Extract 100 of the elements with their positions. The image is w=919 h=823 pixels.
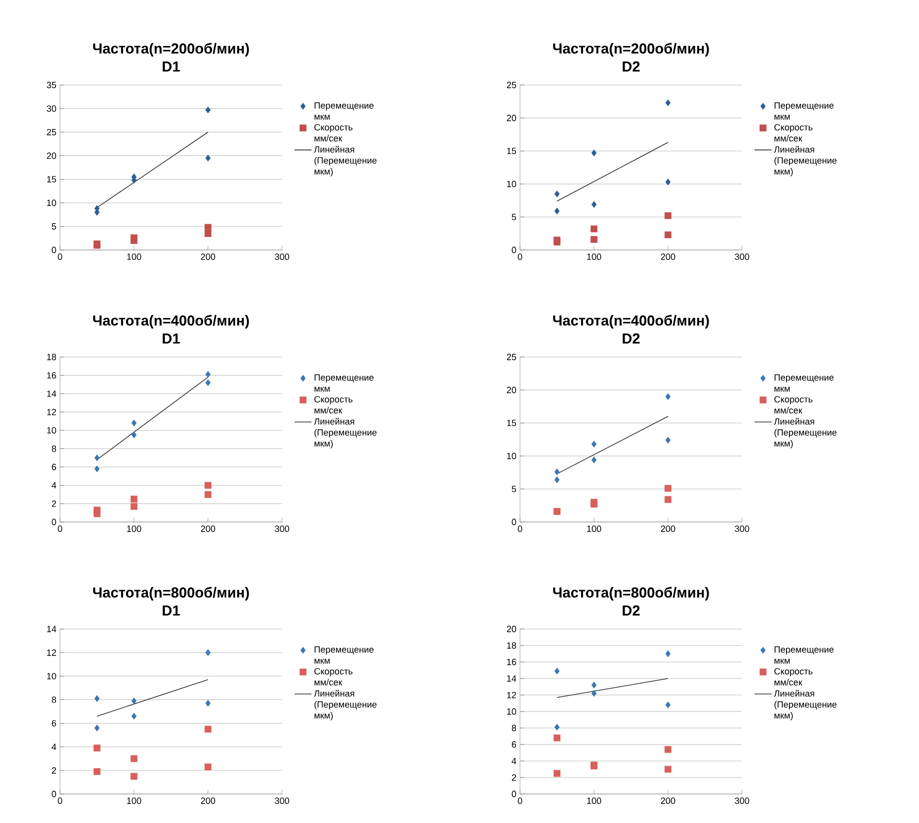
- x-tick-label: 300: [274, 798, 290, 804]
- x-tick-label: 200: [660, 798, 676, 804]
- y-tick-label: 12: [47, 649, 56, 656]
- y-tick-label: 4: [52, 744, 56, 750]
- y-tick-label: 0: [52, 518, 56, 526]
- y-tick-label: 10: [507, 708, 516, 715]
- y-tick-label: 30: [46, 105, 56, 112]
- x-tick-label: 100: [127, 254, 142, 260]
- x-tick-label: 100: [127, 798, 142, 804]
- x-tick-label: 200: [660, 254, 676, 260]
- y-tick-label: 5: [52, 223, 56, 230]
- x-tick-label: 300: [274, 254, 290, 260]
- y-tick-label: 20: [506, 626, 516, 632]
- legend-label: Перемещение мкм: [774, 374, 834, 392]
- y-tick-label: 6: [52, 464, 56, 470]
- y-tick-label: 20: [46, 152, 56, 159]
- y-tick-label: 8: [512, 724, 516, 732]
- y-tick-label: 0: [512, 790, 516, 798]
- y-tick-label: 10: [507, 452, 516, 460]
- x-tick-label: 300: [734, 798, 750, 804]
- y-tick-label: 8: [52, 445, 56, 452]
- y-tick-label: 0: [512, 518, 516, 526]
- legend-label: Скорость мм/сек: [774, 124, 812, 142]
- legend-label: Линейная (Перемещение мкм): [774, 690, 837, 720]
- y-tick-label: 14: [507, 675, 516, 682]
- x-tick-label: 100: [587, 798, 602, 804]
- x-tick-label: 0: [518, 254, 522, 260]
- y-tick-label: 16: [507, 658, 516, 666]
- legend-label: Перемещение мкм: [314, 374, 374, 392]
- x-tick-label: 0: [58, 798, 62, 804]
- y-tick-label: 18: [507, 642, 516, 649]
- x-tick-label: 100: [587, 526, 602, 532]
- x-tick-label: 100: [127, 526, 142, 532]
- x-tick-label: 200: [200, 526, 216, 532]
- y-tick-label: 0: [52, 246, 56, 254]
- x-tick-label: 300: [734, 254, 750, 260]
- chart-subtitle: D1: [162, 334, 180, 344]
- y-tick-label: 6: [52, 720, 56, 726]
- legend-label: Линейная (Перемещение мкм): [774, 146, 837, 176]
- y-tick-label: 10: [507, 180, 516, 188]
- legend-label: Скорость мм/сек: [314, 124, 352, 142]
- y-tick-label: 15: [507, 148, 516, 154]
- legend-label: Перемещение мкм: [774, 646, 834, 664]
- chart-title: Частота(n=200об/мин): [553, 42, 709, 56]
- chart-title: Частота(n=800об/мин): [553, 586, 709, 600]
- legend-label: Линейная (Перемещение мкм): [774, 418, 837, 448]
- legend-label: Перемещение мкм: [314, 646, 374, 664]
- y-tick-label: 10: [47, 200, 56, 206]
- y-tick-label: 6: [512, 741, 516, 748]
- y-tick-label: 12: [507, 692, 516, 698]
- legend-label: Скорость мм/сек: [314, 668, 352, 686]
- x-tick-label: 100: [587, 254, 602, 260]
- x-tick-label: 200: [200, 798, 216, 804]
- y-tick-label: 15: [507, 420, 516, 426]
- legend-label: Линейная (Перемещение мкм): [314, 146, 377, 176]
- y-tick-label: 35: [46, 82, 56, 88]
- legend-label: Перемещение мкм: [314, 102, 374, 120]
- y-tick-label: 10: [47, 427, 56, 434]
- y-tick-label: 25: [46, 128, 56, 136]
- chart-title: Частота(n=400об/мин): [93, 314, 249, 328]
- chart-subtitle: D2: [622, 605, 640, 616]
- chart-subtitle: D2: [622, 333, 640, 344]
- y-tick-label: 25: [506, 82, 516, 88]
- y-tick-label: 0: [512, 246, 516, 254]
- y-tick-label: 4: [52, 482, 56, 488]
- y-tick-label: 16: [47, 372, 56, 379]
- y-tick-label: 15: [47, 176, 56, 182]
- x-tick-label: 0: [58, 254, 62, 260]
- x-tick-label: 300: [274, 526, 290, 532]
- y-tick-label: 4: [512, 758, 516, 764]
- legend-label: Линейная (Перемещение мкм): [314, 418, 377, 448]
- y-tick-label: 5: [512, 486, 516, 492]
- y-tick-label: 2: [52, 767, 56, 774]
- legend-label: Линейная (Перемещение мкм): [314, 690, 377, 720]
- y-tick-label: 25: [506, 354, 516, 360]
- y-tick-label: 20: [506, 386, 516, 394]
- y-tick-label: 12: [47, 408, 56, 416]
- y-tick-label: 0: [52, 790, 56, 798]
- chart-title: Частота(n=800об/мин): [93, 586, 249, 600]
- y-tick-label: 14: [47, 390, 56, 397]
- y-tick-label: 10: [47, 672, 56, 680]
- y-tick-label: 14: [47, 626, 56, 632]
- legend-label: Перемещение мкм: [774, 102, 834, 120]
- y-tick-label: 2: [52, 500, 56, 507]
- y-tick-label: 18: [47, 354, 56, 360]
- y-tick-label: 20: [506, 114, 516, 122]
- x-tick-label: 200: [660, 526, 676, 532]
- x-tick-label: 300: [734, 526, 750, 532]
- chart-subtitle: D1: [162, 62, 180, 72]
- chart-title: Частота(n=400об/мин): [553, 314, 709, 328]
- x-tick-label: 200: [200, 254, 216, 260]
- legend-label: Скорость мм/сек: [774, 396, 812, 414]
- legend-label: Скорость мм/сек: [774, 668, 812, 686]
- x-tick-label: 0: [58, 526, 62, 532]
- x-tick-label: 0: [518, 798, 522, 804]
- y-tick-label: 2: [512, 774, 516, 781]
- y-tick-label: 5: [512, 214, 516, 220]
- x-tick-label: 0: [518, 526, 522, 532]
- legend-label: Скорость мм/сек: [314, 396, 352, 414]
- chart-title: Частота(n=200об/мин): [93, 42, 249, 56]
